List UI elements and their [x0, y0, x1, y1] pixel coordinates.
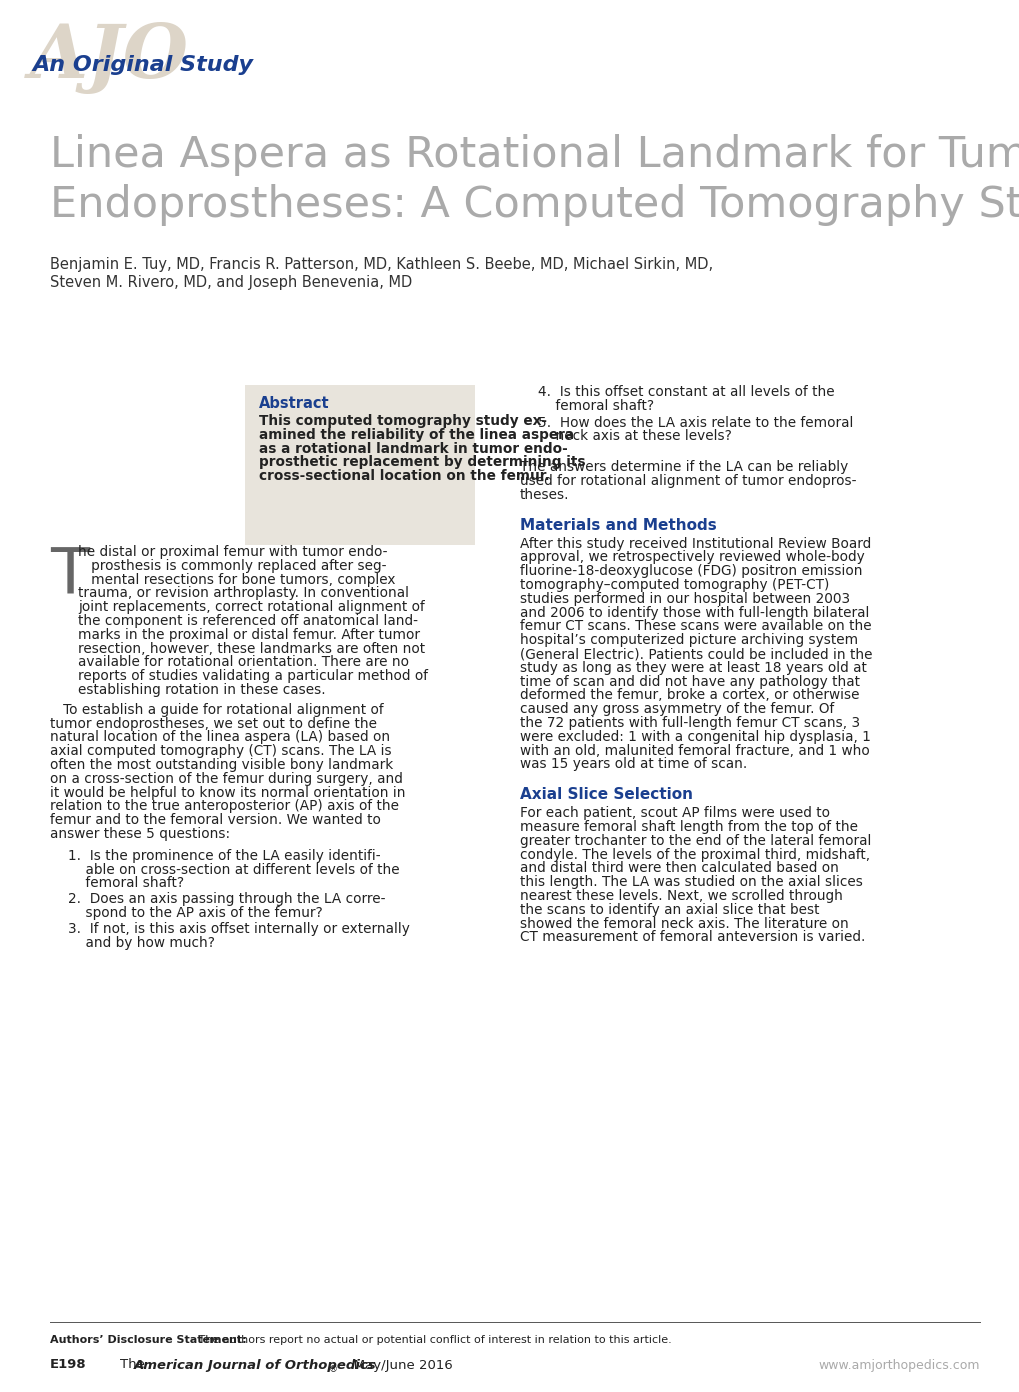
Text: greater trochanter to the end of the lateral femoral: greater trochanter to the end of the lat… [520, 834, 870, 848]
Text: For each patient, scout AP films were used to: For each patient, scout AP films were us… [520, 806, 829, 820]
Text: 3.  If not, is this axis offset internally or externally: 3. If not, is this axis offset internall… [68, 922, 410, 935]
Text: fluorine-18-deoxyglucose (FDG) positron emission: fluorine-18-deoxyglucose (FDG) positron … [520, 564, 862, 578]
Text: measure femoral shaft length from the top of the: measure femoral shaft length from the to… [520, 820, 857, 834]
Text: and distal third were then calculated based on: and distal third were then calculated ba… [520, 862, 838, 876]
Text: 2.  Does an axis passing through the LA corre-: 2. Does an axis passing through the LA c… [68, 892, 385, 906]
Text: the scans to identify an axial slice that best: the scans to identify an axial slice tha… [520, 903, 818, 917]
Text: femoral shaft?: femoral shaft? [537, 398, 653, 413]
Text: answer these 5 questions:: answer these 5 questions: [50, 827, 230, 841]
Text: on a cross-section of the femur during surgery, and: on a cross-section of the femur during s… [50, 771, 403, 786]
Text: Abstract: Abstract [259, 395, 329, 411]
Text: www.amjorthopedics.com: www.amjorthopedics.com [817, 1359, 979, 1371]
Text: tomography–computed tomography (PET-CT): tomography–computed tomography (PET-CT) [520, 578, 828, 592]
Text: prosthesis is commonly replaced after seg-: prosthesis is commonly replaced after se… [77, 558, 386, 572]
Text: Axial Slice Selection: Axial Slice Selection [520, 788, 692, 802]
Text: Authors’ Disclosure Statement:: Authors’ Disclosure Statement: [50, 1335, 247, 1345]
Text: cross-sectional location on the femur.: cross-sectional location on the femur. [259, 469, 549, 483]
Text: approval, we retrospectively reviewed whole-body: approval, we retrospectively reviewed wh… [520, 550, 864, 564]
Text: femoral shaft?: femoral shaft? [68, 877, 184, 891]
Text: with an old, malunited femoral fracture, and 1 who: with an old, malunited femoral fracture,… [520, 743, 869, 757]
Text: (General Electric). Patients could be included in the: (General Electric). Patients could be in… [520, 647, 871, 661]
Text: study as long as they were at least 18 years old at: study as long as they were at least 18 y… [520, 661, 866, 675]
Text: establishing rotation in these cases.: establishing rotation in these cases. [77, 683, 325, 697]
Text: 1.  Is the prominence of the LA easily identifi-: 1. Is the prominence of the LA easily id… [68, 849, 380, 863]
Text: This computed tomography study ex-: This computed tomography study ex- [259, 413, 546, 427]
Text: Materials and Methods: Materials and Methods [520, 518, 716, 533]
Text: often the most outstanding visible bony landmark: often the most outstanding visible bony … [50, 759, 393, 773]
Text: natural location of the linea aspera (LA) based on: natural location of the linea aspera (LA… [50, 731, 389, 745]
Text: relation to the true anteroposterior (AP) axis of the: relation to the true anteroposterior (AP… [50, 799, 398, 813]
Text: theses.: theses. [520, 487, 569, 501]
Text: mental resections for bone tumors, complex: mental resections for bone tumors, compl… [77, 572, 395, 586]
Text: AJO: AJO [30, 22, 189, 95]
Text: CT measurement of femoral anteversion is varied.: CT measurement of femoral anteversion is… [520, 930, 864, 944]
Text: the component is referenced off anatomical land-: the component is referenced off anatomic… [77, 614, 418, 628]
Text: the 72 patients with full-length femur CT scans, 3: the 72 patients with full-length femur C… [520, 715, 859, 729]
Text: The: The [120, 1359, 149, 1371]
Text: marks in the proximal or distal femur. After tumor: marks in the proximal or distal femur. A… [77, 628, 420, 642]
Text: and by how much?: and by how much? [68, 935, 215, 949]
Text: deformed the femur, broke a cortex, or otherwise: deformed the femur, broke a cortex, or o… [520, 689, 859, 703]
Text: resection, however, these landmarks are often not: resection, however, these landmarks are … [77, 642, 425, 656]
Text: To establish a guide for rotational alignment of: To establish a guide for rotational alig… [50, 703, 383, 717]
Text: femur and to the femoral version. We wanted to: femur and to the femoral version. We wan… [50, 813, 380, 827]
Text: it would be helpful to know its normal orientation in: it would be helpful to know its normal o… [50, 785, 406, 799]
Text: May/June 2016: May/June 2016 [340, 1359, 452, 1371]
Text: he distal or proximal femur with tumor endo-: he distal or proximal femur with tumor e… [77, 546, 387, 560]
Text: able on cross-section at different levels of the: able on cross-section at different level… [68, 863, 399, 877]
FancyBboxPatch shape [245, 386, 475, 546]
Text: nearest these levels. Next, we scrolled through: nearest these levels. Next, we scrolled … [520, 889, 842, 903]
Text: The authors report no actual or potential conflict of interest in relation to th: The authors report no actual or potentia… [195, 1335, 672, 1345]
Text: studies performed in our hospital between 2003: studies performed in our hospital betwee… [520, 592, 849, 606]
Text: tumor endoprostheses, we set out to define the: tumor endoprostheses, we set out to defi… [50, 717, 377, 731]
Text: 4.  Is this offset constant at all levels of the: 4. Is this offset constant at all levels… [537, 386, 834, 400]
Text: After this study received Institutional Review Board: After this study received Institutional … [520, 536, 870, 551]
Text: was 15 years old at time of scan.: was 15 years old at time of scan. [520, 757, 747, 771]
Text: The answers determine if the LA can be reliably: The answers determine if the LA can be r… [520, 461, 848, 475]
Text: prosthetic replacement by determining its: prosthetic replacement by determining it… [259, 455, 585, 469]
Text: were excluded: 1 with a congenital hip dysplasia, 1: were excluded: 1 with a congenital hip d… [520, 729, 870, 743]
Text: E198: E198 [50, 1359, 87, 1371]
Text: amined the reliability of the linea aspera: amined the reliability of the linea aspe… [259, 427, 574, 441]
Text: 5.  How does the LA axis relate to the femoral: 5. How does the LA axis relate to the fe… [537, 416, 853, 430]
Text: axial computed tomography (CT) scans. The LA is: axial computed tomography (CT) scans. Th… [50, 745, 391, 759]
Text: An Original Study: An Original Study [32, 56, 253, 75]
Text: femur CT scans. These scans were available on the: femur CT scans. These scans were availab… [520, 619, 871, 633]
Text: condyle. The levels of the proximal third, midshaft,: condyle. The levels of the proximal thir… [520, 848, 869, 862]
Text: caused any gross asymmetry of the femur. Of: caused any gross asymmetry of the femur.… [520, 702, 834, 717]
Text: ®: ® [329, 1366, 337, 1374]
Text: Benjamin E. Tuy, MD, Francis R. Patterson, MD, Kathleen S. Beebe, MD, Michael Si: Benjamin E. Tuy, MD, Francis R. Patterso… [50, 258, 712, 273]
Text: joint replacements, correct rotational alignment of: joint replacements, correct rotational a… [77, 600, 424, 614]
Text: and 2006 to identify those with full-length bilateral: and 2006 to identify those with full-len… [520, 606, 868, 619]
Text: spond to the AP axis of the femur?: spond to the AP axis of the femur? [68, 906, 322, 920]
Text: reports of studies validating a particular method of: reports of studies validating a particul… [77, 670, 428, 683]
Text: American Journal of Orthopedics: American Journal of Orthopedics [133, 1359, 376, 1371]
Text: hospital’s computerized picture archiving system: hospital’s computerized picture archivin… [520, 633, 857, 647]
Text: available for rotational orientation. There are no: available for rotational orientation. Th… [77, 656, 409, 670]
Text: showed the femoral neck axis. The literature on: showed the femoral neck axis. The litera… [520, 916, 848, 931]
Text: used for rotational alignment of tumor endopros-: used for rotational alignment of tumor e… [520, 475, 856, 489]
Text: Linea Aspera as Rotational Landmark for Tumor: Linea Aspera as Rotational Landmark for … [50, 134, 1019, 175]
Text: this length. The LA was studied on the axial slices: this length. The LA was studied on the a… [520, 876, 862, 889]
Text: trauma, or revision arthroplasty. In conventional: trauma, or revision arthroplasty. In con… [77, 586, 409, 600]
Text: Steven M. Rivero, MD, and Joseph Benevenia, MD: Steven M. Rivero, MD, and Joseph Beneven… [50, 276, 412, 291]
Text: neck axis at these levels?: neck axis at these levels? [537, 429, 732, 444]
Text: as a rotational landmark in tumor endo-: as a rotational landmark in tumor endo- [259, 441, 568, 455]
Text: T: T [50, 546, 89, 607]
Text: time of scan and did not have any pathology that: time of scan and did not have any pathol… [520, 675, 859, 689]
Text: Endoprostheses: A Computed Tomography Study: Endoprostheses: A Computed Tomography St… [50, 184, 1019, 226]
